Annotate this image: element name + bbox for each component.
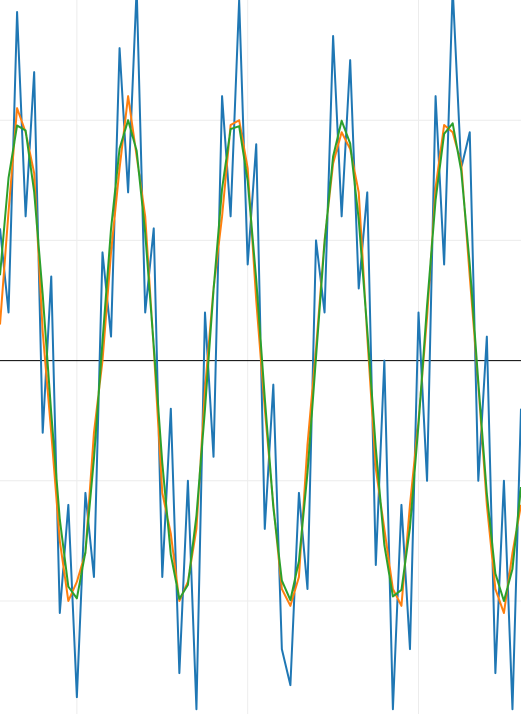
series-line: [0, 119, 521, 603]
series-line: [0, 95, 521, 615]
